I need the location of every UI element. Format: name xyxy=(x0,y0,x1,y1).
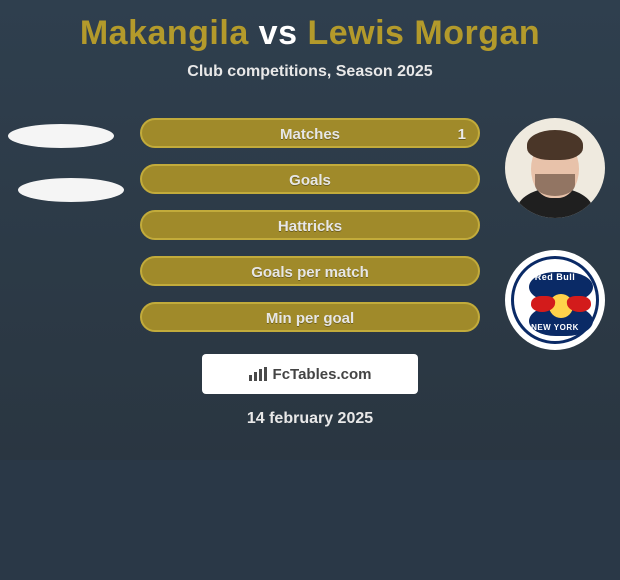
stat-label: Min per goal xyxy=(142,304,478,334)
team-b-badge: Red Bull NEW YORK xyxy=(505,250,605,350)
badge-text-top: Red Bull xyxy=(511,272,599,282)
stat-label: Matches xyxy=(142,120,478,150)
player-b-avatar xyxy=(505,118,605,218)
stat-row-matches: Matches 1 xyxy=(140,118,480,148)
stat-row-goals-per-match: Goals per match xyxy=(140,256,480,286)
badge-text-bottom: NEW YORK xyxy=(511,323,599,332)
page-title: Makangila vs Lewis Morgan xyxy=(0,0,620,57)
player-b-name: Lewis Morgan xyxy=(307,14,540,52)
avatar-beard xyxy=(535,174,575,196)
bars-icon xyxy=(249,367,267,381)
stat-label: Hattricks xyxy=(142,212,478,242)
stat-row-min-per-goal: Min per goal xyxy=(140,302,480,332)
stat-label: Goals xyxy=(142,166,478,196)
player-a-name: Makangila xyxy=(80,14,249,52)
date-label: 14 february 2025 xyxy=(0,410,620,428)
subtitle: Club competitions, Season 2025 xyxy=(0,63,620,81)
badge-ring: Red Bull NEW YORK xyxy=(511,256,599,344)
vs-label: vs xyxy=(249,14,308,52)
avatar-hair xyxy=(527,130,583,160)
team-a-badge-placeholder xyxy=(18,178,124,202)
watermark: FcTables.com xyxy=(202,354,418,394)
stat-right-value: 1 xyxy=(458,120,466,150)
badge-bull-right-icon xyxy=(566,296,592,312)
stat-label: Goals per match xyxy=(142,258,478,288)
comparison-panel: Makangila vs Lewis Morgan Club competiti… xyxy=(0,0,620,460)
player-a-avatar-placeholder xyxy=(8,124,114,148)
stat-row-goals: Goals xyxy=(140,164,480,194)
stat-rows: Matches 1 Goals Hattricks Goals per matc… xyxy=(140,118,480,348)
stat-row-hattricks: Hattricks xyxy=(140,210,480,240)
watermark-text: FcTables.com xyxy=(273,366,372,383)
